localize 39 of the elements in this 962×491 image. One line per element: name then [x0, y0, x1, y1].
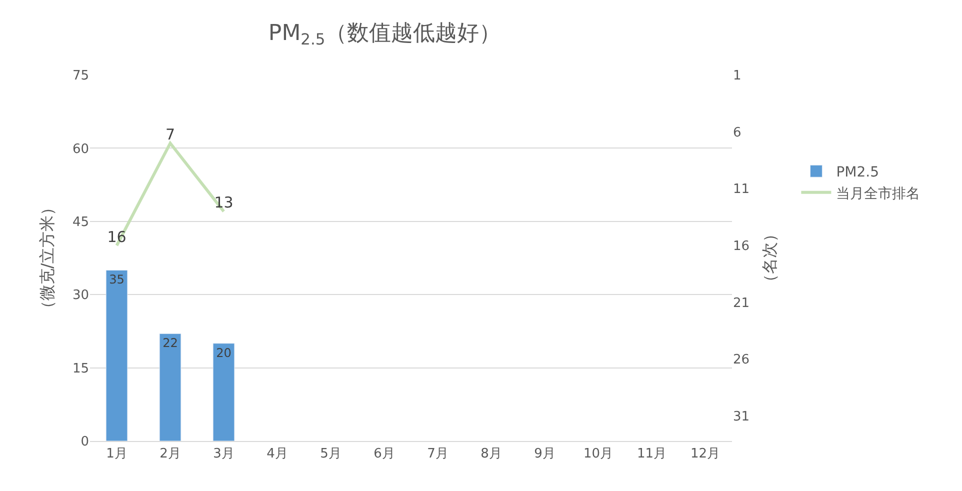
y-tick-label: 45 — [72, 214, 89, 230]
bar — [106, 270, 128, 441]
x-tick-label: 2月 — [160, 446, 181, 462]
x-tick-label: 9月 — [534, 446, 556, 462]
x-tick-label: 12月 — [690, 446, 720, 462]
y2-tick-label: 1 — [733, 68, 742, 84]
bar — [159, 333, 182, 441]
y-tick-label: 75 — [72, 68, 89, 84]
bar — [212, 343, 235, 441]
x-tick-label: 10月 — [583, 446, 614, 462]
x-tick-label: 7月 — [427, 446, 448, 462]
y2-axis-title: （名次） — [760, 226, 780, 290]
data-label: 13 — [214, 194, 234, 212]
data-label: 7 — [165, 125, 176, 144]
x-tick-label: 6月 — [374, 446, 395, 462]
y2-tick-label: 21 — [733, 296, 750, 311]
y-tick-label: 0 — [80, 434, 89, 450]
y2-tick-label: 26 — [733, 352, 750, 368]
x-tick-label: 8月 — [480, 446, 502, 462]
y2-tick-label: 11 — [733, 182, 750, 198]
legend-label: PM2.5 — [836, 164, 879, 181]
x-tick-label: 5月 — [320, 446, 342, 462]
x-tick-label: 4月 — [266, 446, 288, 462]
y-tick-label: 30 — [72, 288, 89, 304]
data-label: 22 — [162, 336, 178, 350]
y-axis-title: （微克/立方米） — [37, 199, 56, 317]
y2-tick-label: 16 — [733, 239, 750, 254]
data-label: 35 — [109, 272, 124, 287]
y-tick-label: 60 — [72, 142, 89, 157]
y-tick-label: 15 — [72, 361, 89, 376]
x-tick-label: 11月 — [636, 446, 667, 462]
y2-tick-label: 31 — [733, 410, 750, 425]
data-label: 20 — [216, 346, 232, 360]
data-label: 16 — [107, 228, 126, 246]
x-tick-label: 1月 — [106, 446, 128, 462]
legend-label: 当月全市排名 — [836, 186, 920, 202]
x-tick-label: 3月 — [213, 446, 234, 462]
y2-tick-label: 6 — [733, 125, 742, 140]
chart-title: PM$_{2.5}$（数值越低越好） — [268, 20, 502, 49]
